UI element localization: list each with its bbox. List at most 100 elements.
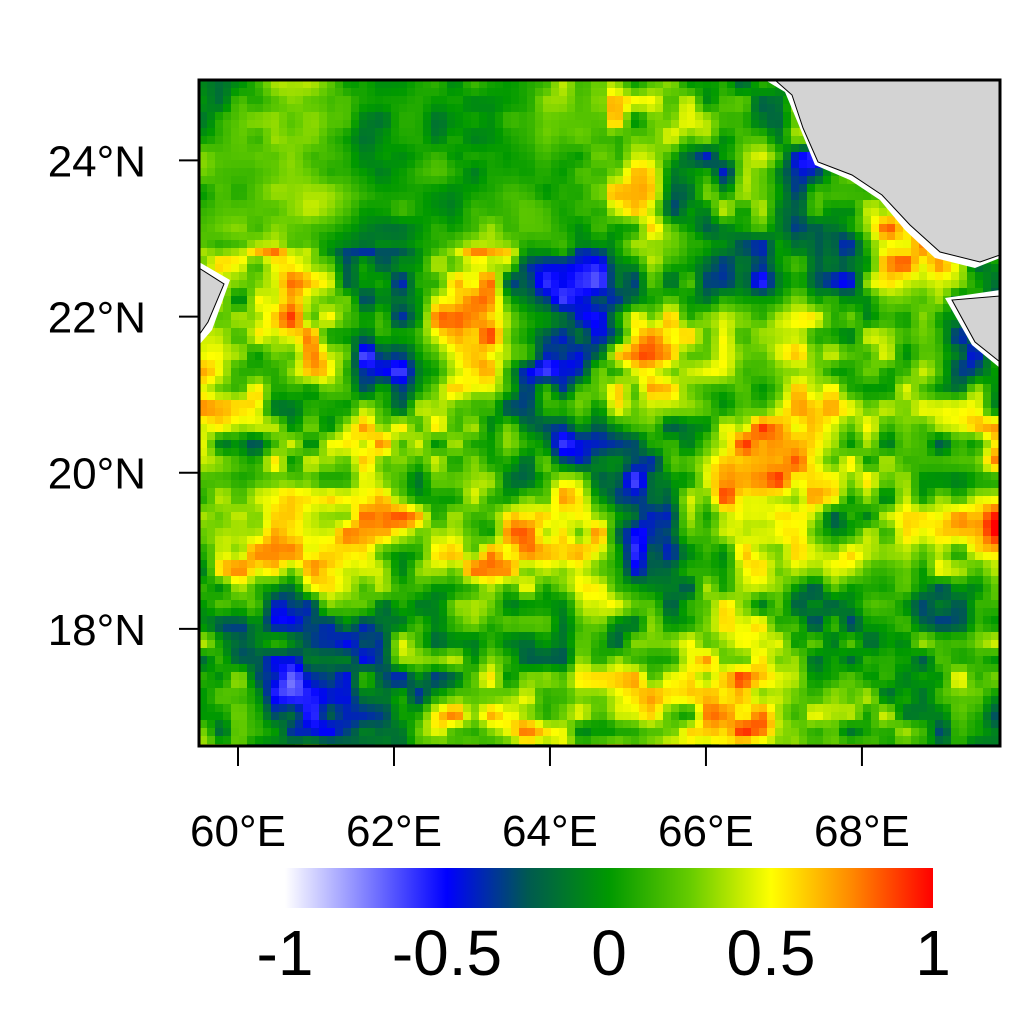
field-cell [455,344,463,352]
field-cell [655,248,663,256]
field-cell [407,424,415,432]
field-cell [231,448,239,456]
field-cell [751,296,759,304]
field-cell [639,280,647,288]
field-cell [551,312,559,320]
field-cell [415,88,423,96]
field-cell [319,456,327,464]
field-cell [935,408,943,416]
field-cell [583,352,591,360]
field-cell [655,80,663,88]
field-cell [895,328,903,336]
field-cell [383,416,391,424]
field-cell [591,136,599,144]
field-cell [423,136,431,144]
field-cell [671,312,679,320]
field-cell [719,176,727,184]
field-cell [543,232,551,240]
field-cell [319,352,327,360]
field-cell [231,464,239,472]
field-cell [255,120,263,128]
field-cell [335,208,343,216]
field-cell [831,184,839,192]
field-cell [815,464,823,472]
field-cell [583,240,591,248]
field-cell [591,248,599,256]
field-cell [439,296,447,304]
field-cell [351,320,359,328]
field-cell [927,304,935,312]
field-cell [743,256,751,264]
field-cell [375,168,383,176]
field-cell [663,408,671,416]
field-cell [423,296,431,304]
field-cell [583,224,591,232]
field-cell [527,224,535,232]
field-cell [887,464,895,472]
field-cell [559,256,567,264]
field-cell [311,328,319,336]
field-cell [591,304,599,312]
field-cell [223,360,231,368]
field-cell [415,464,423,472]
field-cell [703,328,711,336]
field-cell [375,120,383,128]
field-cell [423,360,431,368]
field-cell [959,456,967,464]
field-cell [711,336,719,344]
field-cell [847,248,855,256]
field-cell [639,456,647,464]
field-cell [751,448,759,456]
field-cell [935,440,943,448]
field-cell [503,176,511,184]
field-cell [791,440,799,448]
field-cell [823,376,831,384]
field-cell [799,392,807,400]
field-cell [287,392,295,400]
field-cell [255,232,263,240]
field-cell [551,240,559,248]
field-cell [711,120,719,128]
field-cell [567,472,575,480]
field-cell [815,272,823,280]
field-cell [551,272,559,280]
field-cell [935,360,943,368]
field-cell [887,416,895,424]
field-cell [895,384,903,392]
field-cell [823,296,831,304]
field-cell [791,216,799,224]
field-cell [319,120,327,128]
field-cell [279,312,287,320]
field-cell [335,264,343,272]
field-cell [751,120,759,128]
field-cell [663,296,671,304]
field-cell [311,192,319,200]
field-cell [639,408,647,416]
field-cell [911,248,919,256]
field-cell [575,320,583,328]
field-cell [759,168,767,176]
field-cell [495,272,503,280]
field-cell [279,304,287,312]
field-cell [415,104,423,112]
field-cell [871,464,879,472]
field-cell [679,80,687,88]
field-cell [543,192,551,200]
field-cell [743,360,751,368]
field-cell [767,128,775,136]
field-cell [471,296,479,304]
field-cell [703,224,711,232]
field-cell [543,384,551,392]
field-cell [487,384,495,392]
field-cell [367,392,375,400]
field-cell [767,256,775,264]
field-cell [391,96,399,104]
field-cell [791,352,799,360]
field-cell [215,176,223,184]
field-cell [975,360,983,368]
field-cell [623,224,631,232]
field-cell [439,288,447,296]
field-cell [503,96,511,104]
field-cell [951,392,959,400]
field-cell [423,112,431,120]
